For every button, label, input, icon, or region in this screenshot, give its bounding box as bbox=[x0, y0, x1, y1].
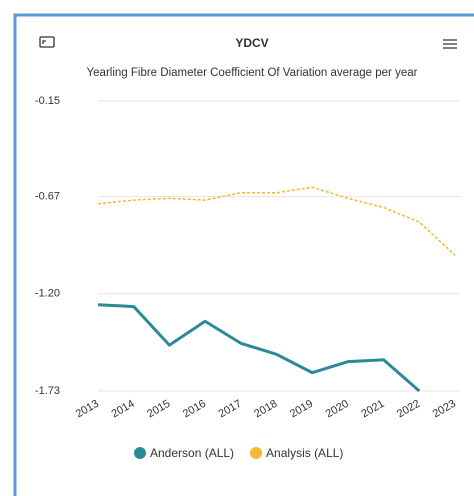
chart-subtitle: Yearling Fibre Diameter Coefficient Of V… bbox=[87, 67, 418, 79]
series-line bbox=[97, 186, 456, 256]
y-tick-label: -1.20 bbox=[35, 288, 60, 300]
y-tick-label: -0.15 bbox=[35, 95, 60, 107]
chart-title: YDCV bbox=[235, 36, 268, 50]
legend-label: Anderson (ALL) bbox=[150, 446, 234, 460]
expand-icon[interactable] bbox=[39, 36, 55, 48]
legend-marker bbox=[250, 447, 263, 459]
y-tick-label: -1.73 bbox=[35, 385, 60, 397]
card bbox=[13, 13, 474, 496]
menu-icon[interactable] bbox=[443, 39, 457, 49]
legend-marker bbox=[134, 447, 146, 459]
y-tick-label: -0.67 bbox=[35, 190, 60, 202]
legend-label: Analysis (ALL) bbox=[266, 446, 343, 460]
series-line bbox=[97, 303, 421, 393]
